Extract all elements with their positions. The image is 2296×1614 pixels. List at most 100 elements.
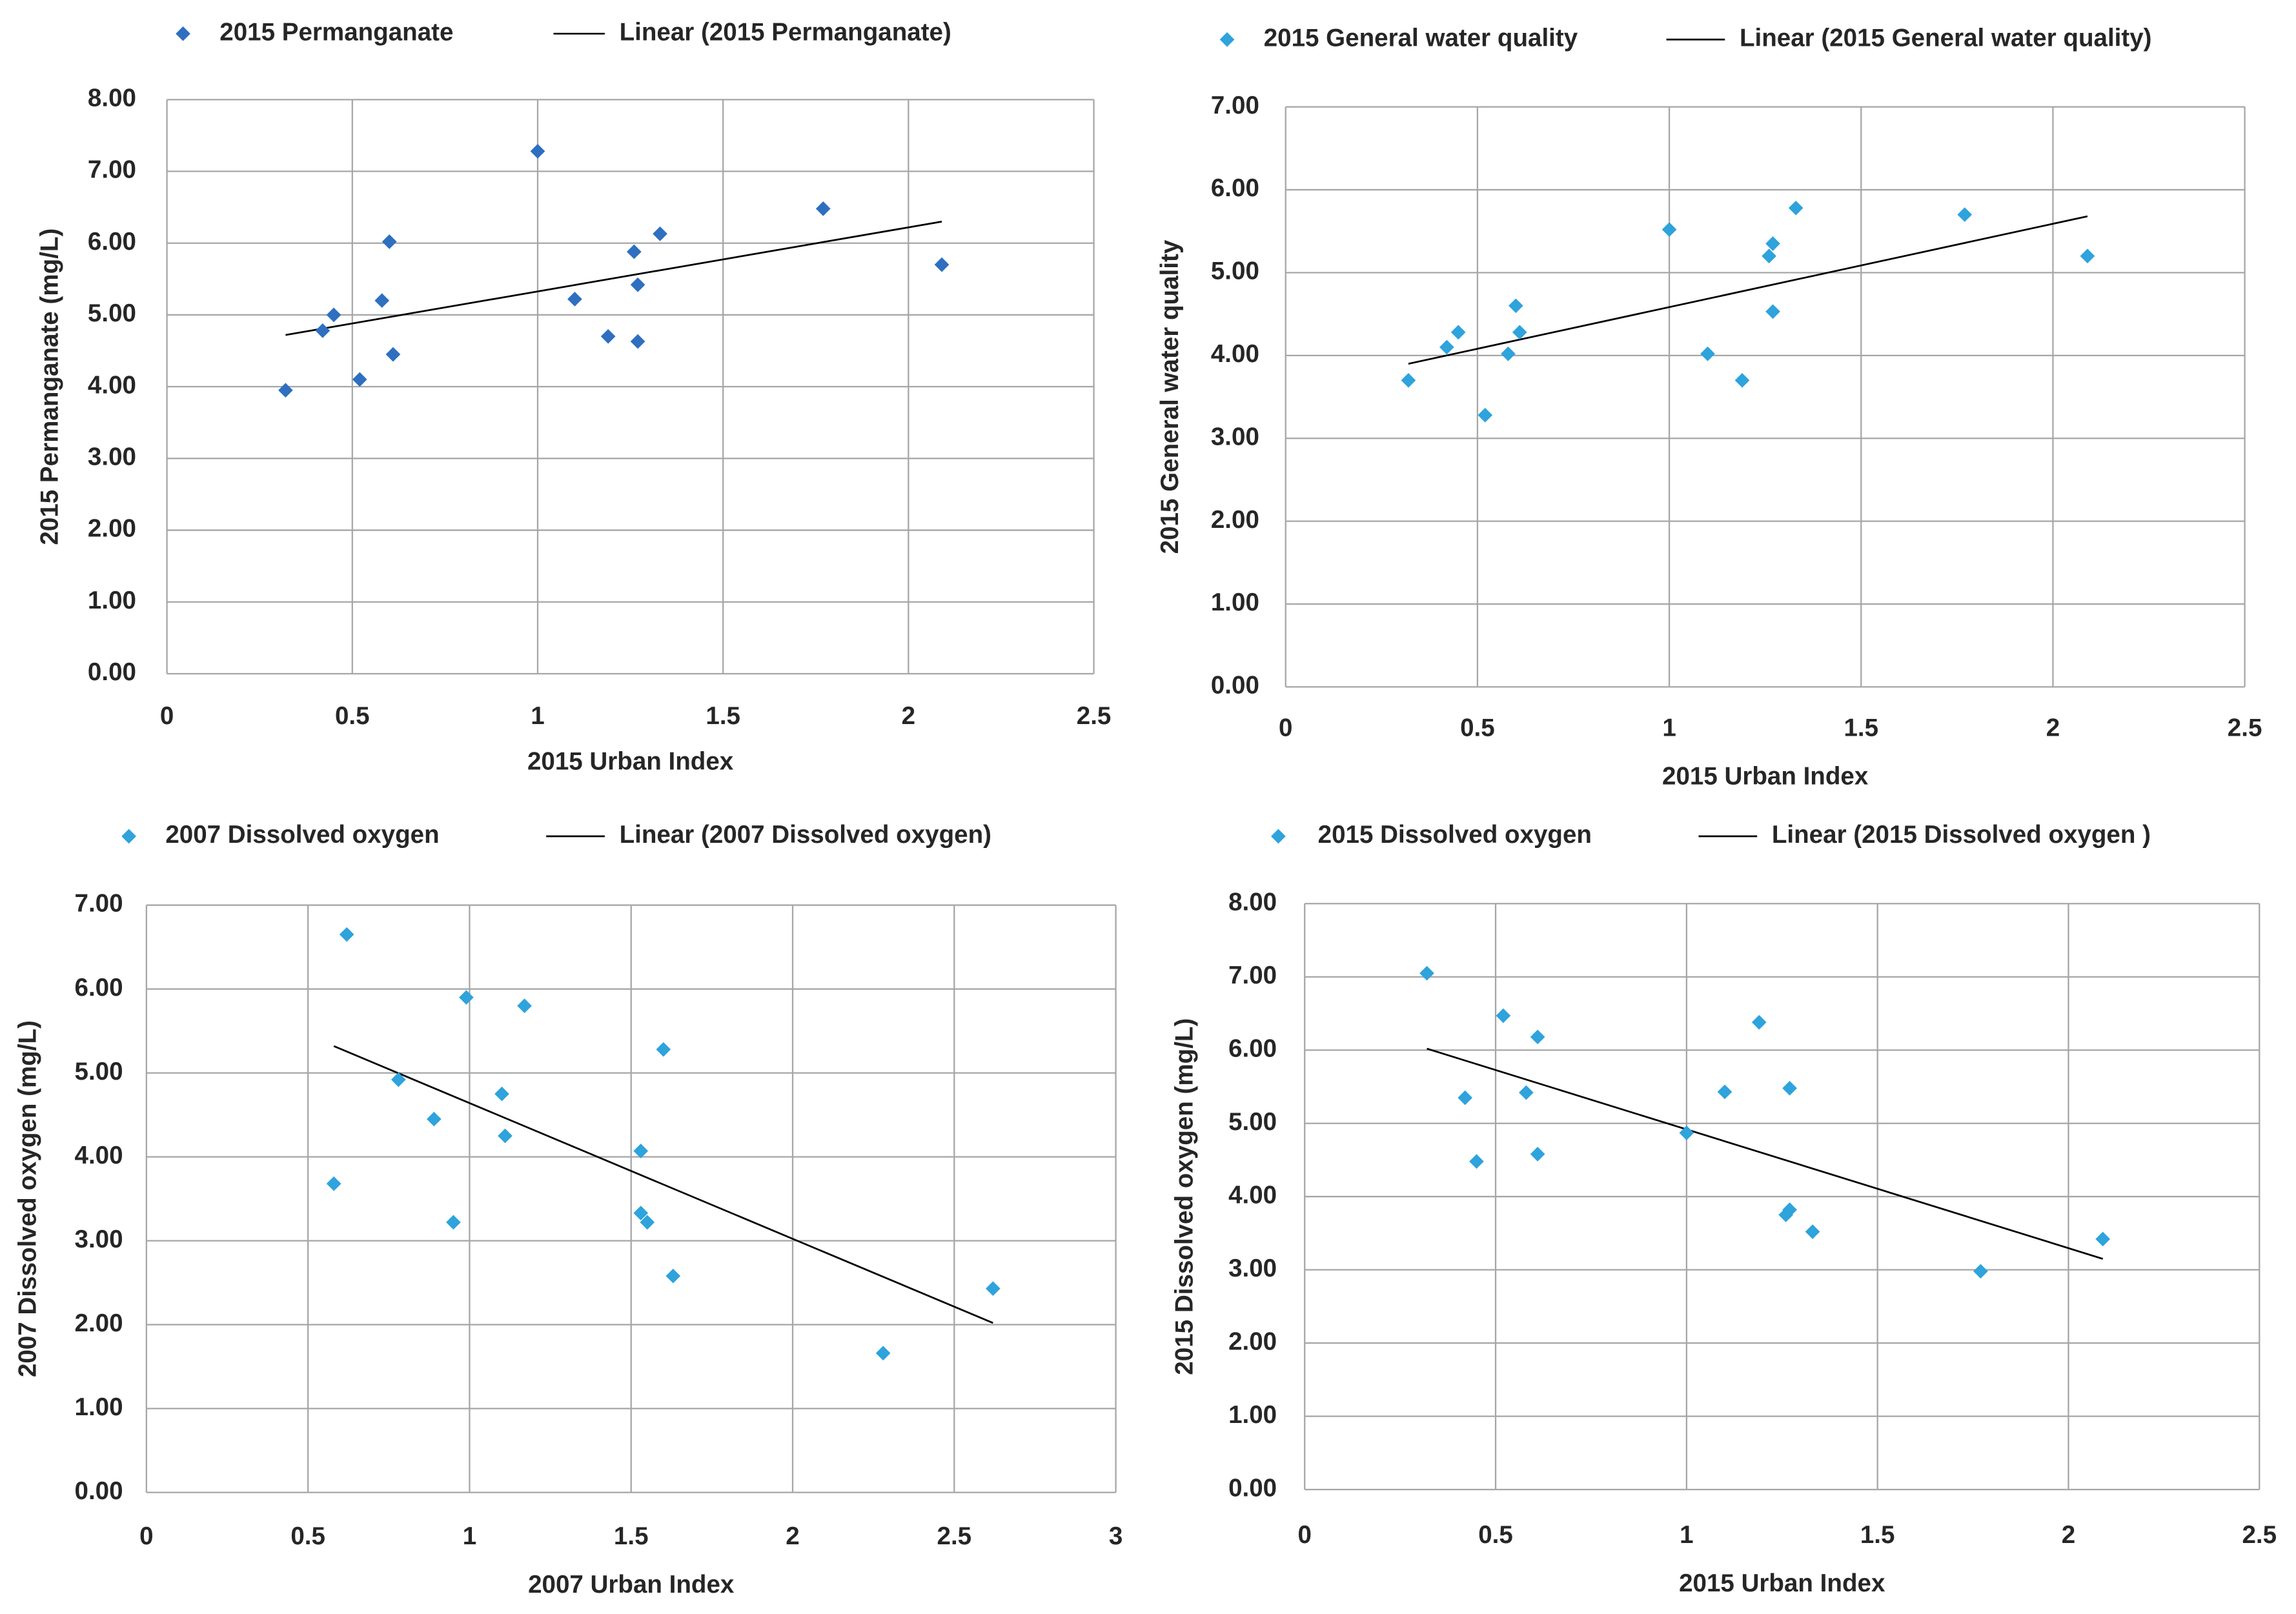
scatter-point [494, 1086, 509, 1102]
x-tick-label: 1.5 [706, 702, 740, 730]
scatter-point [1401, 373, 1416, 388]
scatter-point [1501, 346, 1516, 361]
trendline [1427, 1047, 2104, 1260]
scatter-point [633, 1205, 649, 1221]
trendline [1408, 215, 2088, 365]
scatter-point [1439, 339, 1454, 355]
scatter-point [326, 307, 341, 323]
scatter-point [600, 328, 616, 344]
scatter-point [630, 334, 645, 349]
legend-label: 2015 Permanganate [219, 18, 453, 46]
y-tick-label: 7.00 [1228, 962, 1277, 989]
y-tick-label: 5.00 [88, 299, 136, 327]
scatter-point [446, 1215, 461, 1230]
x-tick-label: 1 [1680, 1521, 1693, 1549]
y-tick-label: 8.00 [88, 85, 136, 112]
x-tick-label: 0 [139, 1522, 153, 1550]
scatter-point [1450, 325, 1466, 340]
y-tick-label: 4.00 [75, 1142, 123, 1169]
legend-label: Linear (2015 Permanganate) [620, 18, 951, 46]
y-tick-label: 2.00 [75, 1309, 123, 1337]
legend-label: 2015 Dissolved oxygen [1318, 821, 1592, 849]
y-tick-label: 2.00 [1211, 506, 1259, 534]
scatter-point [633, 1144, 649, 1158]
x-tick-label: 2.5 [2242, 1521, 2277, 1549]
y-tick-label: 0.00 [1228, 1474, 1277, 1502]
y-tick-label: 5.00 [1228, 1108, 1277, 1136]
scatter-point [1973, 1264, 1988, 1279]
x-tick-label: 2 [2046, 714, 2060, 741]
x-tick-label: 0.5 [1460, 714, 1495, 741]
y-tick-label: 3.00 [88, 443, 136, 471]
x-tick-label: 1.5 [614, 1522, 649, 1550]
x-tick-label: 1 [463, 1522, 476, 1550]
y-tick-label: 6.00 [1228, 1034, 1277, 1062]
x-tick-label: 0 [160, 702, 174, 730]
x-tick-label: 1 [531, 702, 544, 730]
y-axis-title: 2015 Dissolved oxygen (mg/L) [1171, 1018, 1199, 1375]
scatter-point [630, 277, 645, 292]
scatter-point [326, 1176, 341, 1191]
y-axis-title: 2015 General water quality [1156, 239, 1184, 554]
x-tick-label: 0 [1298, 1521, 1312, 1549]
scatter-point [1734, 373, 1750, 388]
scatter-point [1530, 1147, 1545, 1162]
x-tick-label: 2.5 [1077, 702, 1112, 730]
y-tick-label: 4.00 [1228, 1181, 1277, 1209]
scatter-point [278, 383, 293, 398]
x-axis-title: 2015 Urban Index [1679, 1569, 1885, 1597]
x-axis-title: 2015 Urban Index [1662, 762, 1869, 790]
scatter-point [1478, 407, 1493, 423]
y-tick-label: 8.00 [1228, 888, 1277, 916]
scatter-point [1530, 1029, 1545, 1045]
y-tick-label: 7.00 [88, 156, 136, 184]
legend-label: Linear (2015 General water quality) [1740, 24, 2152, 52]
y-tick-label: 6.00 [1211, 174, 1259, 202]
y-tick-label: 0.00 [1211, 672, 1259, 700]
scatter-point [1496, 1008, 1511, 1024]
scatter-point [2095, 1231, 2111, 1247]
scatter-point [1458, 1090, 1473, 1105]
y-tick-label: 0.00 [75, 1477, 123, 1505]
y-tick-label: 6.00 [88, 228, 136, 256]
x-tick-label: 1 [1662, 714, 1676, 741]
scatter-point [315, 323, 330, 338]
scatter-point [374, 293, 390, 308]
scatter-point [1751, 1014, 1767, 1030]
scatter-point [1509, 298, 1523, 314]
x-tick-label: 0.5 [290, 1522, 325, 1550]
legend-marker [1219, 32, 1235, 47]
scatter-point [498, 1128, 513, 1144]
y-tick-label: 1.00 [1228, 1401, 1277, 1429]
y-tick-label: 0.00 [88, 658, 136, 686]
x-axis-title: 2015 Urban Index [527, 748, 734, 776]
y-tick-label: 4.00 [1211, 340, 1259, 368]
y-tick-label: 1.00 [75, 1393, 123, 1421]
scatter-point [1469, 1154, 1484, 1169]
scatter-point [1782, 1080, 1797, 1096]
scatter-point [385, 347, 401, 362]
y-axis-title: 2007 Dissolved oxygen (mg/L) [14, 1020, 42, 1377]
legend-label: 2007 Dissolved oxygen [165, 821, 439, 849]
scatter-point [1957, 207, 1973, 222]
legend-label: Linear (2007 Dissolved oxygen) [620, 821, 991, 849]
scatter-point [530, 144, 545, 159]
scatter-point [1805, 1224, 1820, 1240]
x-tick-label: 1.5 [1860, 1521, 1895, 1549]
legend-marker [121, 829, 136, 844]
scatter-point [2080, 248, 2095, 264]
scatter-point [567, 292, 582, 307]
y-tick-label: 2.00 [1228, 1327, 1277, 1355]
y-tick-label: 6.00 [75, 974, 123, 1002]
scatter-point [986, 1281, 1001, 1296]
legend-marker [176, 26, 190, 41]
scatter-point [352, 372, 367, 387]
x-axis-title: 2007 Urban Index [528, 1571, 735, 1599]
y-tick-label: 7.00 [1211, 92, 1259, 119]
y-tick-label: 3.00 [1228, 1255, 1277, 1282]
scatter-point [339, 927, 354, 942]
x-tick-label: 0 [1279, 714, 1292, 741]
y-tick-label: 3.00 [1211, 423, 1259, 450]
